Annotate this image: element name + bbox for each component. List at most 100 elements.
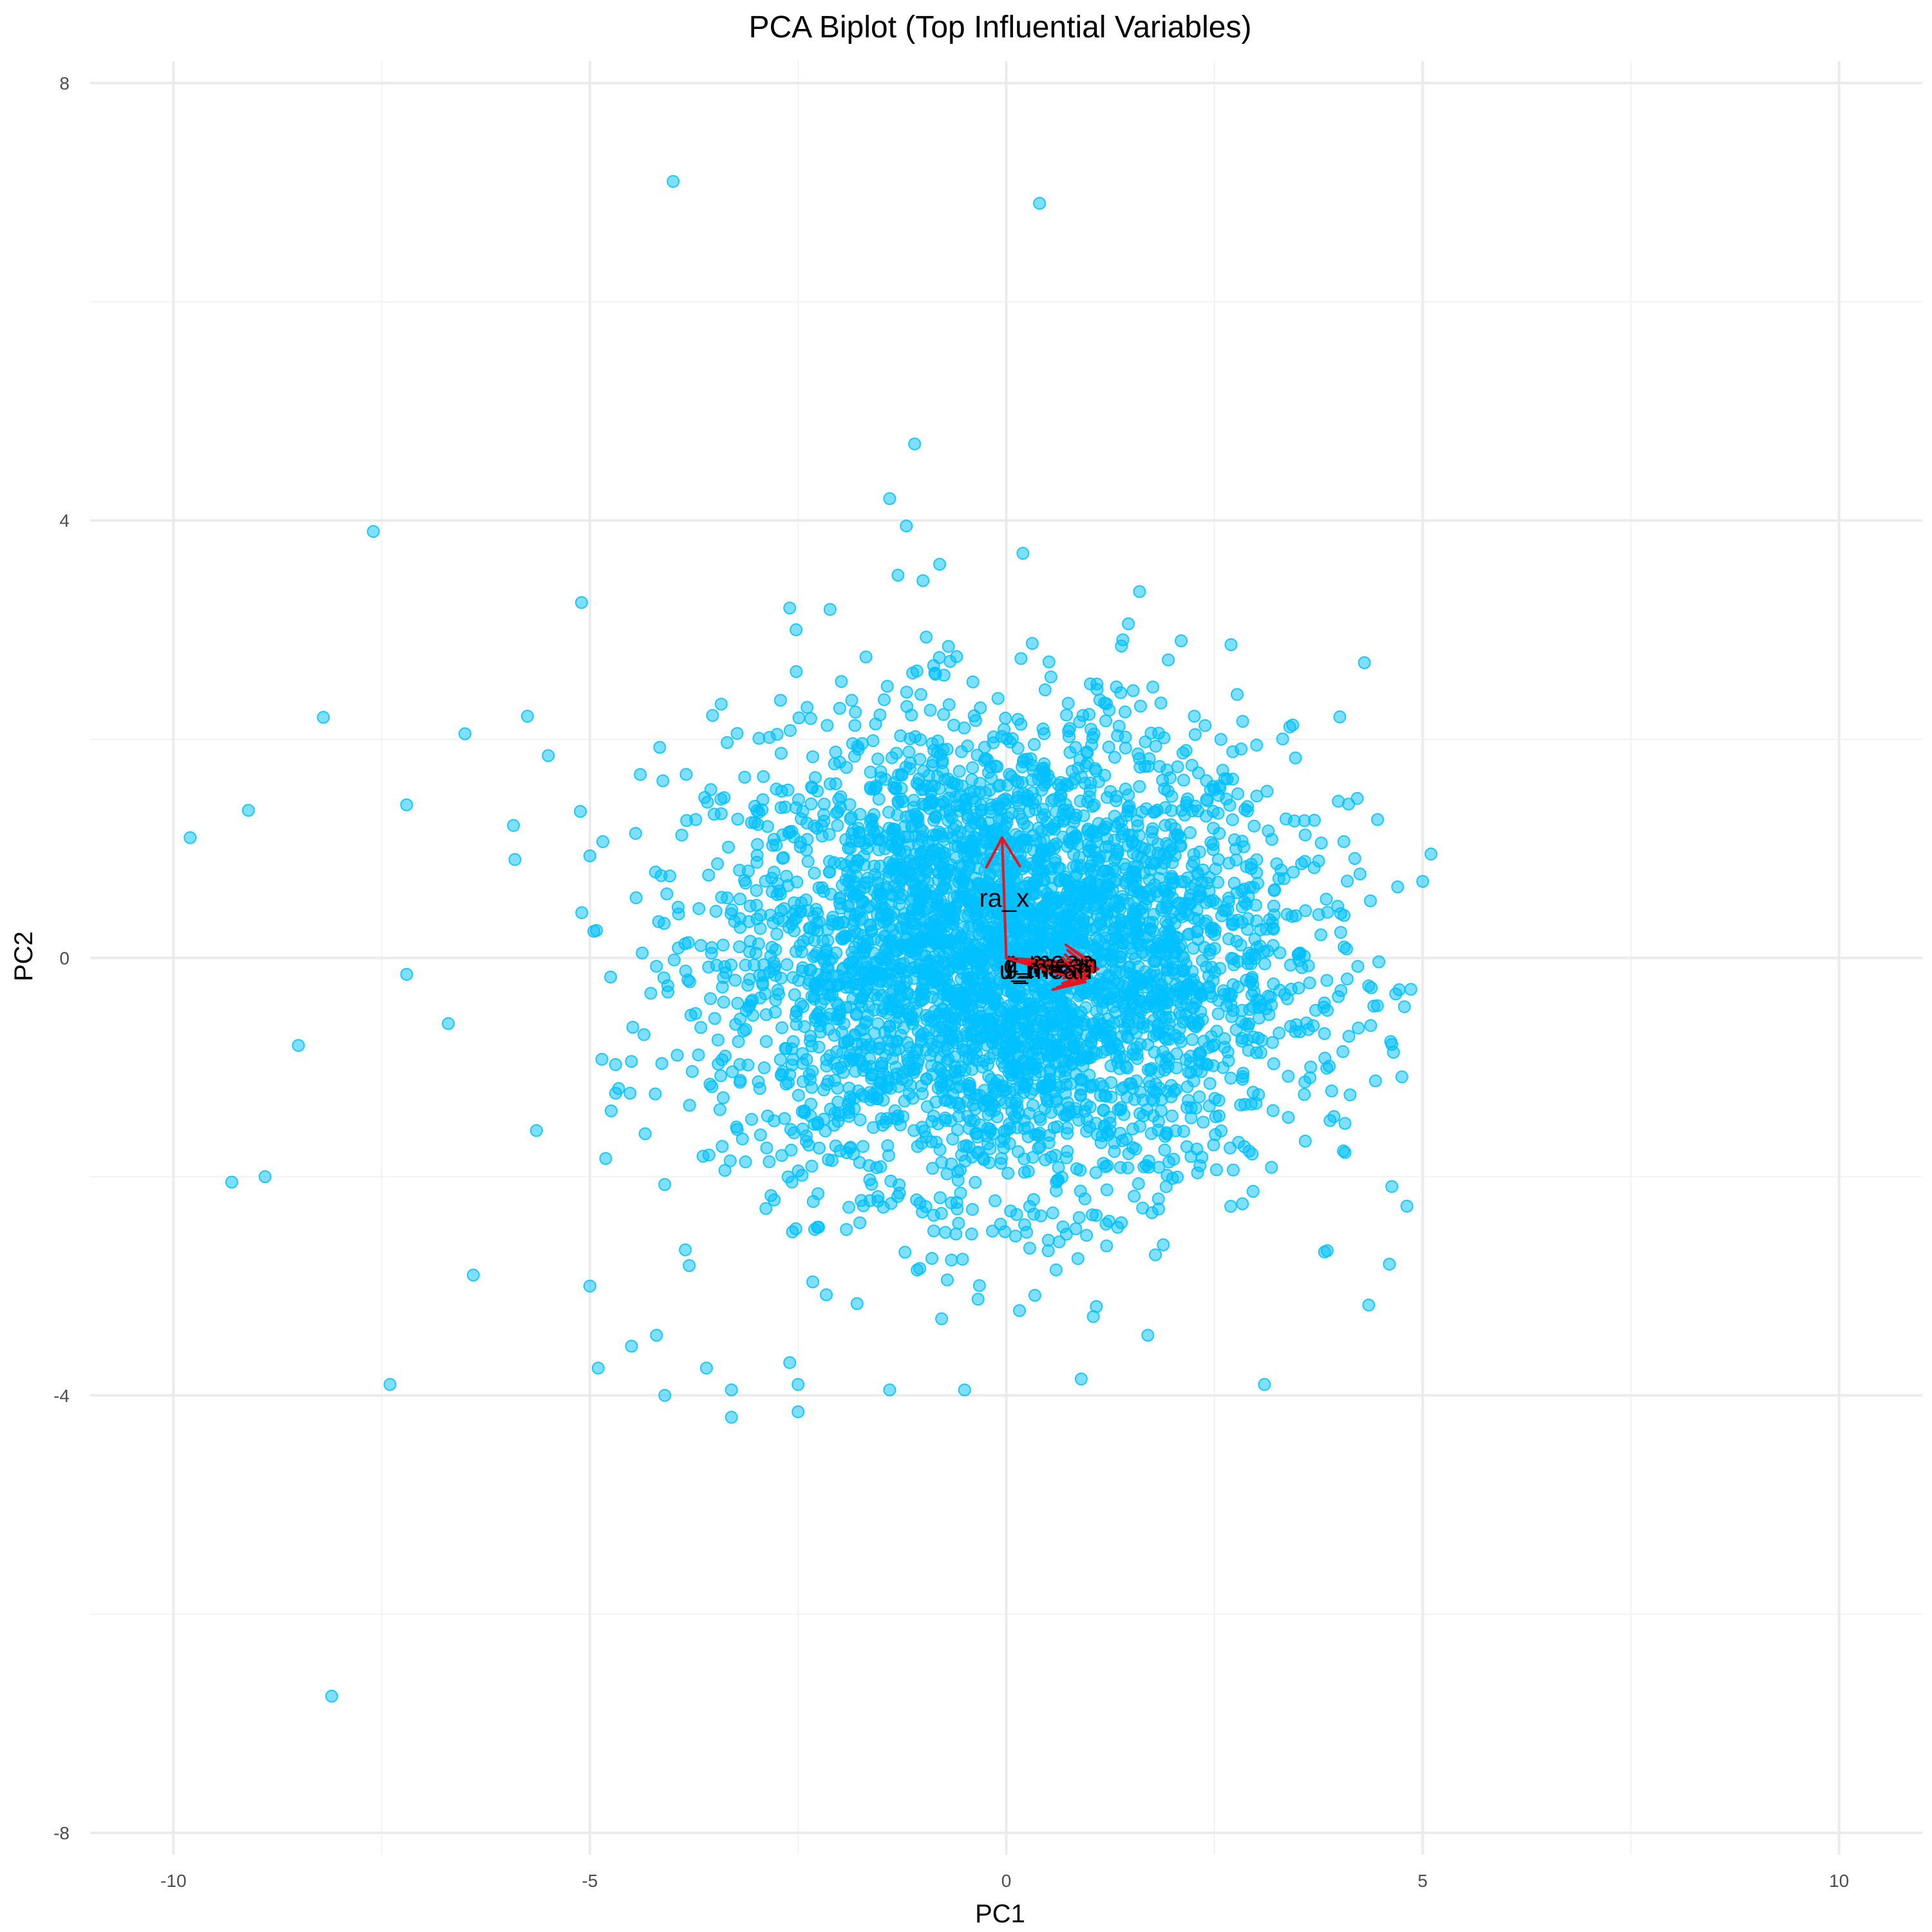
scatter-point xyxy=(871,888,884,902)
scatter-point xyxy=(725,903,739,916)
scatter-point xyxy=(953,1163,967,1177)
x-tick-label: 10 xyxy=(1829,1871,1849,1891)
scatter-point xyxy=(1180,1101,1194,1114)
scatter-point xyxy=(820,961,833,974)
scatter-point xyxy=(773,887,787,901)
scatter-point xyxy=(935,1312,949,1325)
x-axis-tick-labels: -10 -5 0 5 10 xyxy=(160,1871,1849,1891)
scatter-point xyxy=(1209,862,1222,876)
scatter-point xyxy=(1320,974,1334,987)
scatter-point xyxy=(717,996,730,1009)
scatter-point xyxy=(1050,1120,1064,1133)
scatter-point xyxy=(733,940,746,954)
scatter-point xyxy=(1287,814,1301,828)
scatter-point xyxy=(685,1065,699,1078)
scatter-point xyxy=(1222,932,1236,945)
scatter-point xyxy=(1026,1151,1039,1164)
scatter-point xyxy=(1151,846,1165,860)
scatter-point xyxy=(991,1074,1005,1087)
scatter-point xyxy=(1024,1086,1037,1100)
scatter-point xyxy=(1033,1126,1046,1140)
scatter-point xyxy=(1170,978,1183,991)
scatter-point xyxy=(1028,1289,1041,1302)
scatter-point xyxy=(258,1170,272,1184)
scatter-point xyxy=(820,719,834,732)
scatter-point xyxy=(1099,1160,1112,1173)
scatter-point xyxy=(783,1356,797,1369)
scatter-point xyxy=(1167,940,1180,953)
scatter-point xyxy=(1210,1025,1224,1038)
scatter-point xyxy=(520,710,534,723)
scatter-point xyxy=(731,812,744,826)
scatter-point xyxy=(966,675,980,688)
scatter-point xyxy=(599,1151,612,1165)
scatter-point xyxy=(907,916,921,930)
scatter-point xyxy=(913,753,927,766)
scatter-point xyxy=(1046,839,1060,853)
scatter-point xyxy=(1171,760,1184,773)
scatter-point xyxy=(918,873,931,886)
scatter-point xyxy=(591,1361,605,1375)
scatter-point xyxy=(829,806,843,820)
scatter-point xyxy=(1208,942,1222,955)
scatter-point xyxy=(829,1139,842,1153)
scatter-point xyxy=(1274,863,1288,876)
scatter-point xyxy=(952,1217,965,1230)
scatter-point xyxy=(1226,917,1239,931)
scatter-point xyxy=(774,904,788,918)
scatter-point xyxy=(783,724,797,737)
scatter-point xyxy=(804,963,818,976)
scatter-point xyxy=(1104,1090,1118,1104)
scatter-point xyxy=(1049,1263,1063,1276)
scatter-point xyxy=(864,815,877,828)
scatter-point xyxy=(1158,984,1171,998)
scatter-point xyxy=(991,692,1005,705)
scatter-point xyxy=(840,761,853,774)
scatter-point xyxy=(1226,813,1239,826)
scatter-point xyxy=(1038,683,1052,697)
scatter-point xyxy=(1102,741,1115,754)
scatter-point xyxy=(638,1028,651,1041)
scatter-point xyxy=(1211,1007,1225,1021)
scatter-point xyxy=(1293,954,1306,967)
scatter-point xyxy=(1181,792,1195,806)
scatter-point xyxy=(847,880,860,893)
scatter-point xyxy=(788,988,801,1001)
scatter-point xyxy=(714,807,728,820)
scatter-point xyxy=(1235,743,1248,756)
scatter-point xyxy=(774,746,788,760)
scatter-point xyxy=(743,999,757,1012)
scatter-point xyxy=(916,1027,930,1040)
scatter-point xyxy=(1130,925,1143,938)
scatter-point xyxy=(949,1064,962,1077)
scatter-point xyxy=(1224,1141,1237,1155)
scatter-point xyxy=(583,849,596,862)
scatter-point xyxy=(1144,1127,1158,1141)
scatter-point xyxy=(1102,969,1115,982)
scatter-point xyxy=(880,679,894,693)
scatter-point xyxy=(689,813,703,826)
scatter-point xyxy=(702,1148,715,1162)
scatter-point xyxy=(786,971,800,984)
scatter-point xyxy=(969,1175,982,1189)
scatter-point xyxy=(998,1096,1012,1110)
scatter-point xyxy=(966,761,980,775)
scatter-point xyxy=(1131,819,1144,833)
scatter-point xyxy=(750,855,764,869)
scatter-point xyxy=(1099,887,1113,900)
scatter-point xyxy=(817,1112,831,1126)
scatter-point xyxy=(926,835,940,848)
scatter-point xyxy=(1122,1077,1136,1090)
scatter-point xyxy=(1150,969,1163,983)
scatter-point xyxy=(865,1040,878,1054)
scatter-point xyxy=(1159,819,1172,832)
scatter-point xyxy=(1147,1094,1160,1107)
scatter-point xyxy=(784,1122,797,1136)
scatter-point xyxy=(831,1106,845,1120)
scatter-point xyxy=(1147,1014,1160,1027)
scatter-point xyxy=(791,1088,805,1102)
scatter-point xyxy=(698,791,712,804)
scatter-point xyxy=(806,1065,819,1078)
scatter-point xyxy=(1023,1242,1036,1255)
